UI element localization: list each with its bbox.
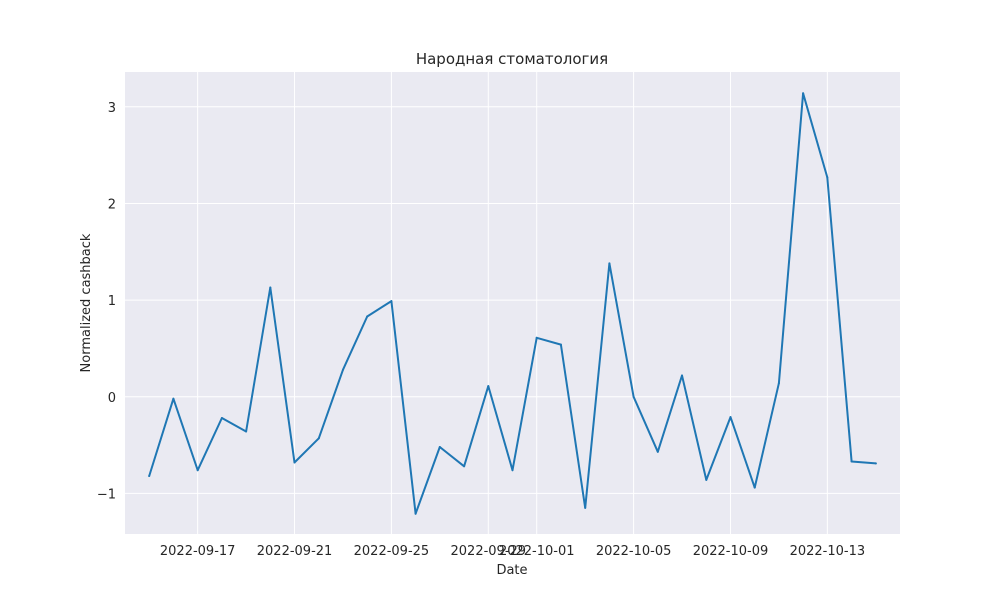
x-tick-label: 2022-09-29 <box>451 544 527 559</box>
data-point <box>463 465 466 468</box>
data-point <box>681 374 683 377</box>
data-point <box>220 417 223 419</box>
data-point <box>632 395 635 398</box>
data-point <box>874 462 877 465</box>
data-point <box>293 461 296 464</box>
data-point <box>777 382 780 385</box>
data-point <box>414 512 417 515</box>
data-point <box>705 478 708 481</box>
x-tick-label: 2022-10-09 <box>693 544 769 559</box>
x-tick-label: 2022-10-05 <box>596 544 672 559</box>
data-point <box>559 343 562 346</box>
data-point <box>148 475 151 477</box>
series-layer <box>148 92 877 515</box>
y-tick-label: 3 <box>108 101 116 116</box>
data-point <box>584 506 587 509</box>
y-tick-label: −1 <box>97 487 116 502</box>
data-point <box>729 416 732 419</box>
data-point <box>390 300 393 303</box>
data-point <box>438 446 441 448</box>
y-axis-label: Normalized cashback <box>79 233 94 372</box>
data-point <box>366 315 369 318</box>
data-point <box>317 437 320 440</box>
x-tick-label: 2022-10-13 <box>790 544 866 559</box>
x-axis-ticks: 2022-09-17 2022-09-21 2022-09-25 2022-09-29… <box>160 544 865 559</box>
x-tick-label: 2022-10-01 <box>499 544 575 559</box>
data-point <box>802 92 805 95</box>
x-tick-label: 2022-09-21 <box>257 544 333 559</box>
x-tick-label: 2022-09-25 <box>354 544 430 559</box>
y-axis-ticks: −1 0 1 2 3 <box>97 101 116 503</box>
x-tick-label: 2022-09-17 <box>160 544 236 559</box>
data-point <box>196 469 199 472</box>
data-point <box>826 176 829 179</box>
y-tick-label: 1 <box>108 294 116 309</box>
data-point <box>269 286 272 289</box>
data-point <box>342 368 344 371</box>
x-axis-label: Date <box>496 563 527 578</box>
data-point <box>656 450 659 453</box>
plot-area <box>125 72 900 534</box>
data-point <box>511 469 514 472</box>
data-point <box>487 385 490 388</box>
data-point <box>608 262 611 265</box>
data-point <box>753 486 756 489</box>
data-point <box>172 397 175 400</box>
data-point <box>850 460 853 463</box>
chart-title: Народная стоматология <box>416 50 608 68</box>
y-tick-label: 2 <box>108 197 116 212</box>
data-point <box>245 430 248 433</box>
data-point <box>535 336 538 339</box>
y-tick-label: 0 <box>108 391 116 406</box>
